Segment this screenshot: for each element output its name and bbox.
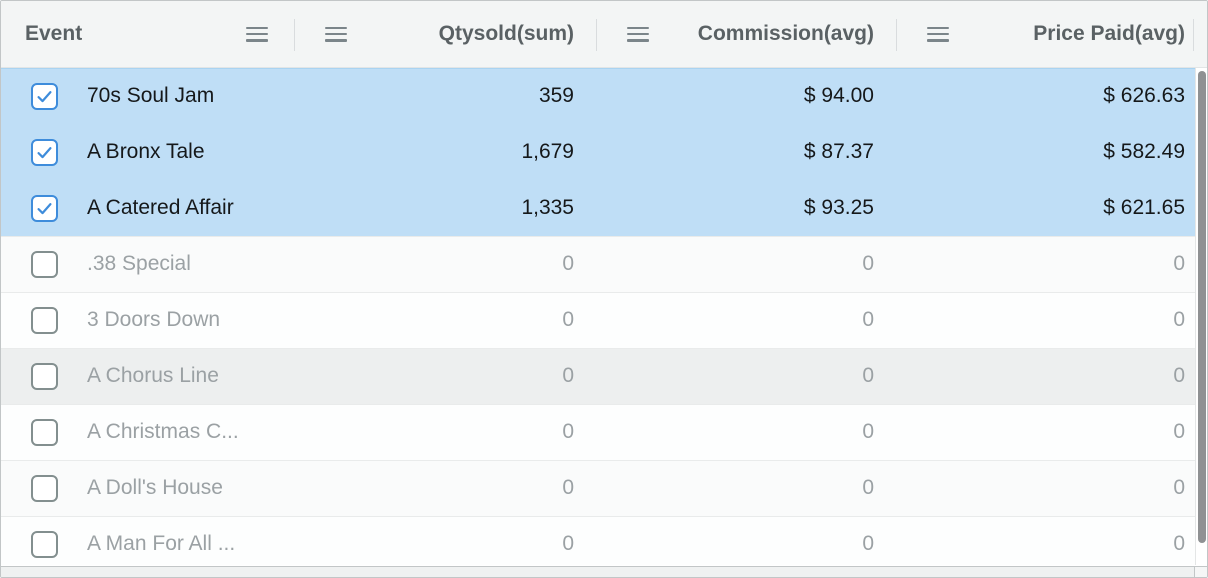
value-cell: 1,679: [521, 140, 574, 163]
event-cell: A Doll's House: [1, 474, 294, 502]
value-cell: $ 582.49: [1103, 140, 1185, 163]
column-header-label: Commission(avg): [697, 22, 874, 45]
row-checkbox[interactable]: [31, 418, 58, 446]
row-checkbox[interactable]: [31, 138, 58, 166]
table-row[interactable]: A Catered Affair 1,335 $ 93.25 $ 621.65: [1, 180, 1207, 236]
row-checkbox[interactable]: [31, 530, 58, 558]
column-menu-icon[interactable]: [627, 26, 649, 42]
column-header-label: Event: [25, 22, 83, 45]
table-row[interactable]: A Man For All ... 0 0 0: [1, 516, 1207, 565]
event-cell-label: A Chorus Line: [87, 364, 219, 387]
column-header-qtysold[interactable]: Qtysold(sum): [294, 1, 596, 67]
table-row[interactable]: .38 Special 0 0 0: [1, 236, 1207, 292]
scrollbar-corner: [1194, 567, 1207, 577]
checkmark-icon: [37, 202, 52, 214]
value-cell: 0: [562, 252, 574, 275]
table-row[interactable]: 70s Soul Jam 359 $ 94.00 $ 626.63: [1, 68, 1207, 124]
value-cell: 0: [862, 420, 874, 443]
value-cell: $ 93.25: [803, 196, 874, 219]
value-cell: 1,335: [521, 196, 574, 219]
value-cell: 0: [562, 532, 574, 555]
value-cell: 0: [862, 476, 874, 499]
column-header-price-paid[interactable]: Price Paid(avg): [896, 1, 1207, 67]
event-cell: A Catered Affair: [1, 194, 294, 222]
event-cell-label: A Bronx Tale: [87, 140, 205, 163]
value-cell: 359: [538, 84, 574, 107]
checkmark-icon: [37, 90, 52, 102]
column-header-label: Qtysold(sum): [438, 22, 574, 45]
value-cell: 0: [1173, 364, 1185, 387]
event-cell-label: A Christmas C...: [87, 420, 239, 443]
event-cell: .38 Special: [1, 250, 294, 278]
value-cell: 0: [862, 532, 874, 555]
horizontal-scrollbar-track[interactable]: [1, 566, 1207, 577]
event-cell: A Bronx Tale: [1, 138, 294, 166]
table-row[interactable]: A Christmas C... 0 0 0: [1, 404, 1207, 460]
vertical-scrollbar-thumb[interactable]: [1197, 71, 1206, 543]
event-cell-label: A Man For All ...: [87, 532, 236, 555]
value-cell: $ 626.63: [1103, 84, 1185, 107]
event-cell-label: 3 Doors Down: [87, 308, 221, 331]
row-checkbox[interactable]: [31, 194, 58, 222]
value-cell: 0: [862, 252, 874, 275]
event-cell-label: A Catered Affair: [87, 196, 234, 219]
checkmark-icon: [37, 146, 52, 158]
column-header-commission[interactable]: Commission(avg): [596, 1, 896, 67]
table-row[interactable]: A Bronx Tale 1,679 $ 87.37 $ 582.49: [1, 124, 1207, 180]
value-cell: $ 621.65: [1103, 196, 1185, 219]
value-cell: 0: [1173, 252, 1185, 275]
value-cell: $ 94.00: [803, 84, 874, 107]
value-cell: 0: [1173, 476, 1185, 499]
event-cell: A Christmas C...: [1, 418, 294, 446]
event-cell-label: 70s Soul Jam: [87, 84, 215, 107]
event-cell: A Man For All ...: [1, 530, 294, 558]
value-cell: 0: [1173, 532, 1185, 555]
value-cell: 0: [562, 476, 574, 499]
event-cell-label: .38 Special: [87, 252, 191, 275]
value-cell: 0: [562, 420, 574, 443]
table-row[interactable]: 3 Doors Down 0 0 0: [1, 292, 1207, 348]
table-row[interactable]: A Doll's House 0 0 0: [1, 460, 1207, 516]
row-checkbox[interactable]: [31, 82, 58, 110]
column-menu-icon[interactable]: [927, 26, 949, 42]
value-cell: 0: [562, 364, 574, 387]
row-checkbox[interactable]: [31, 362, 58, 390]
column-menu-icon[interactable]: [325, 26, 347, 42]
row-checkbox[interactable]: [31, 474, 58, 502]
vertical-scrollbar[interactable]: [1195, 68, 1207, 565]
event-cell: 70s Soul Jam: [1, 82, 294, 110]
table-body: 70s Soul Jam 359 $ 94.00 $ 626.63 A Bron…: [1, 68, 1207, 565]
table-row[interactable]: A Chorus Line 0 0 0: [1, 348, 1207, 404]
table-header: Event Qtysold(sum) Commission(avg) Price…: [1, 1, 1207, 68]
value-cell: 0: [862, 308, 874, 331]
column-header-label: Price Paid(avg): [1033, 22, 1185, 45]
value-cell: $ 87.37: [803, 140, 874, 163]
value-cell: 0: [862, 364, 874, 387]
event-cell-label: A Doll's House: [87, 476, 223, 499]
row-checkbox[interactable]: [31, 250, 58, 278]
column-header-event[interactable]: Event: [1, 1, 294, 67]
value-cell: 0: [1173, 308, 1185, 331]
value-cell: 0: [562, 308, 574, 331]
event-cell: A Chorus Line: [1, 362, 294, 390]
value-cell: 0: [1173, 420, 1185, 443]
column-menu-icon[interactable]: [246, 26, 268, 42]
event-cell: 3 Doors Down: [1, 306, 294, 334]
row-checkbox[interactable]: [31, 306, 58, 334]
